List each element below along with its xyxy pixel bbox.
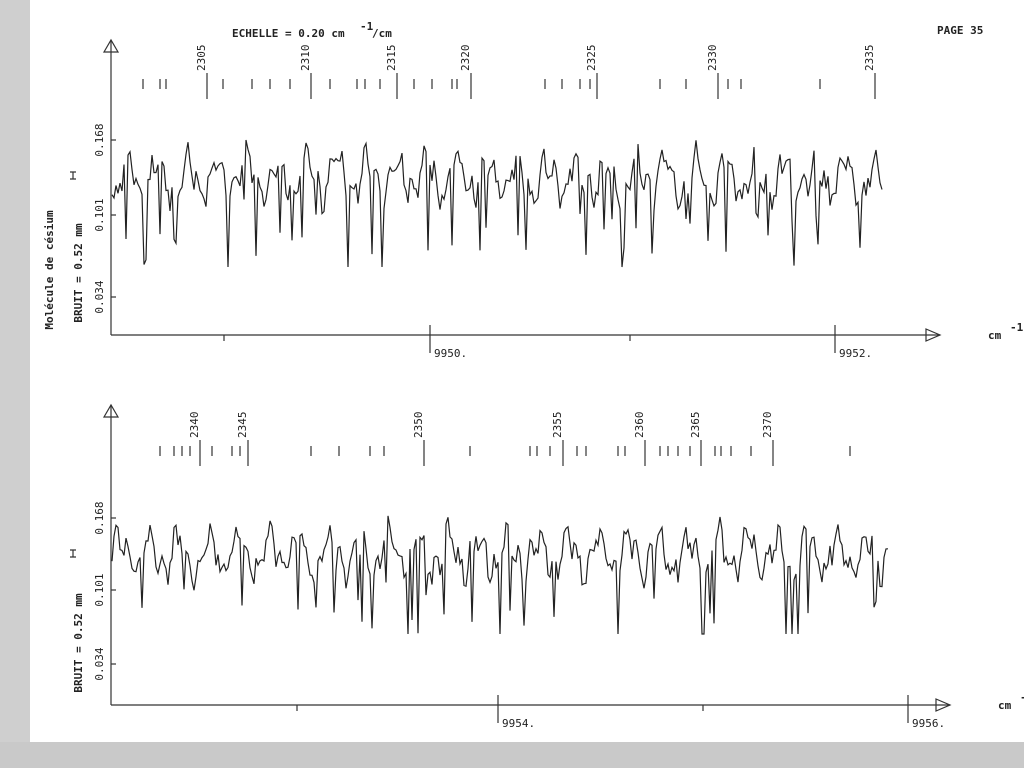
scale-exponent: -1 [360,20,374,33]
y-tick-label: 0.101 [93,573,106,606]
line-label: 2320 [459,45,472,72]
y-tick-label: 0.034 [93,647,106,680]
line-label: 2330 [706,45,719,72]
spectrum-trace [111,139,883,268]
y-arrow [102,403,120,418]
side-label: Molécule de césium [43,210,56,330]
y-tick-label: 0.101 [93,198,106,231]
scale-unit: /cm [372,27,392,40]
bracket [70,171,76,180]
line-label: 2325 [585,45,598,72]
x-tick-label: 9952. [839,347,872,360]
x-tick-label: 9950. [434,347,467,360]
page-number: PAGE 35 [937,24,983,37]
bracket [70,549,76,558]
line-label: 2335 [863,45,876,72]
scale-label: ECHELLE = 0.20 cm [232,27,345,40]
noise-label: BRUIT = 0.52 mm [72,593,85,693]
y-tick-label: 0.034 [93,280,106,313]
x-arrow [935,698,952,712]
x-unit: cm [998,699,1012,712]
line-label: 2345 [236,412,249,439]
line-label: 2365 [689,412,702,439]
line-label: 2360 [633,412,646,439]
noise-label: BRUIT = 0.52 mm [72,223,85,323]
y-arrow [102,38,120,53]
line-label: 2370 [761,412,774,439]
x-tick-label: 9956. [912,717,945,730]
line-label: 2340 [188,412,201,439]
line-label: 2305 [195,45,208,72]
line-label: 2315 [385,45,398,72]
scan-edge [0,742,1024,768]
line-label: 2350 [412,412,425,439]
x-arrow [925,328,942,342]
y-tick-label: 0.168 [93,501,106,534]
y-tick-label: 0.168 [93,123,106,156]
x-unit-exponent: -1 [1020,691,1024,704]
line-label: 2310 [299,45,312,72]
line-label: 2355 [551,412,564,439]
x-tick-label: 9954. [502,717,535,730]
x-unit-exponent: -1 [1010,321,1024,334]
spectrum-trace [111,515,889,635]
scan-edge [0,0,30,768]
x-unit: cm [988,329,1002,342]
